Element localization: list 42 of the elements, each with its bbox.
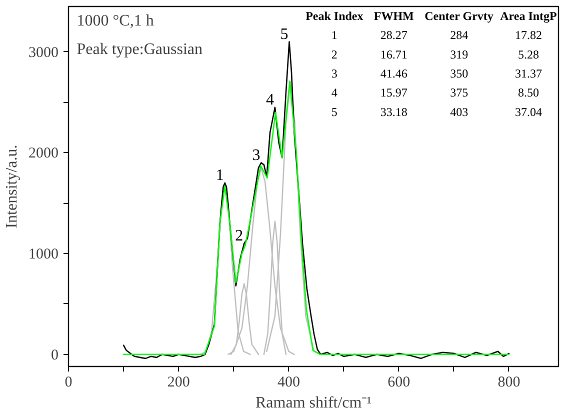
annotation: 8.50 [518,86,539,100]
annotation: 1 [331,28,338,42]
annotation: 284 [450,28,468,42]
annotation: 15.97 [380,86,408,100]
annotation: 1 [216,166,224,184]
y-axis-title: Intensity/a.u. [4,144,20,228]
annotation: 16.71 [380,47,408,62]
annotation: Peak Index [306,9,364,24]
annotation: 33.18 [380,104,408,119]
annotation: 5 [280,26,288,43]
x-tick-label: 0 [64,374,72,390]
x-tick-label: 400 [277,374,300,390]
annotation: 3 [331,66,338,81]
annotation: 350 [450,66,468,81]
x-tick-label: 200 [167,374,190,390]
annotation: 5 [331,104,338,119]
annotation: 31.37 [514,66,542,81]
x-tick-label: 800 [498,374,520,390]
annotation: 2 [235,227,244,244]
annotation: 37.04 [514,104,542,119]
annotation: 17.82 [514,28,542,42]
annotation: 4 [331,86,338,100]
annotation: 319 [450,47,468,62]
annotation: 41.46 [380,66,408,81]
annotation: 403 [450,104,468,119]
annotation: Area IntgP [500,9,557,24]
annotation: 2 [331,47,338,62]
annotation: 3 [252,146,260,164]
y-tick-label: 1000 [28,246,58,263]
x-tick-label: 600 [388,374,410,390]
annotation: Peak type:Gaussian [76,40,203,58]
annotation: 1000 °C,1 h [76,12,154,30]
annotation: 28.27 [380,28,408,42]
annotation: 5.28 [518,47,539,62]
annotation: 4 [266,91,274,108]
x-axis-title: Ramam shift/cm⁻¹ [256,394,372,412]
y-tick-label: 2000 [28,146,58,162]
annotation: FWHM [374,9,414,24]
y-tick-label: 0 [51,347,58,364]
annotation: 375 [450,86,468,100]
annotation: Center Grvty [424,9,494,24]
y-tick-label: 3000 [28,44,58,61]
